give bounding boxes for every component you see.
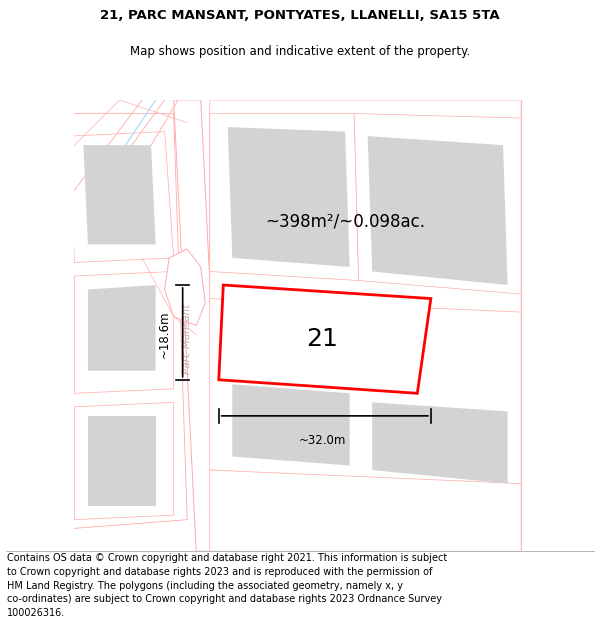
Polygon shape — [210, 470, 521, 551]
Text: Parc Mansant: Parc Mansant — [182, 304, 192, 374]
Polygon shape — [210, 114, 359, 281]
Polygon shape — [88, 416, 155, 506]
Polygon shape — [232, 384, 350, 466]
Polygon shape — [210, 100, 521, 551]
Polygon shape — [83, 145, 155, 244]
Text: Map shows position and indicative extent of the property.: Map shows position and indicative extent… — [130, 45, 470, 58]
Polygon shape — [164, 249, 205, 326]
Polygon shape — [354, 114, 521, 294]
Polygon shape — [173, 100, 223, 551]
Text: ~398m²/~0.098ac.: ~398m²/~0.098ac. — [265, 213, 425, 231]
Polygon shape — [368, 136, 508, 285]
Polygon shape — [70, 114, 187, 529]
Polygon shape — [228, 127, 350, 267]
Text: ~32.0m: ~32.0m — [299, 434, 346, 447]
Polygon shape — [228, 294, 422, 384]
Polygon shape — [210, 100, 521, 317]
Polygon shape — [88, 285, 155, 371]
Polygon shape — [74, 402, 173, 519]
Text: 21, PARC MANSANT, PONTYATES, LLANELLI, SA15 5TA: 21, PARC MANSANT, PONTYATES, LLANELLI, S… — [100, 9, 500, 22]
Polygon shape — [74, 271, 173, 393]
Text: 21: 21 — [307, 327, 338, 351]
Polygon shape — [372, 402, 508, 484]
Polygon shape — [219, 285, 431, 393]
Polygon shape — [70, 132, 173, 262]
Text: ~18.6m: ~18.6m — [158, 311, 171, 358]
Polygon shape — [210, 299, 521, 488]
Text: Contains OS data © Crown copyright and database right 2021. This information is : Contains OS data © Crown copyright and d… — [7, 554, 448, 618]
